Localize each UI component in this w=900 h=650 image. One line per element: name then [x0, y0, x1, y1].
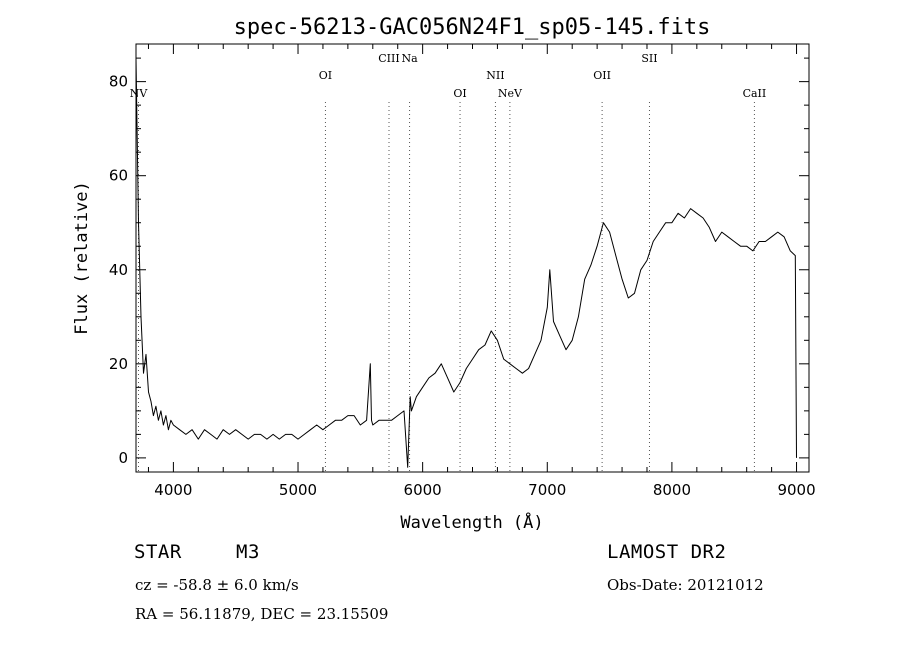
chart-title: spec-56213-GAC056N24F1_sp05-145.fits	[234, 15, 711, 40]
redshift-cz: cz = -58.8 ± 6.0 km/s	[135, 576, 299, 594]
emission-line-label: CIII	[378, 52, 399, 65]
observation-date: Obs-Date: 20121012	[607, 576, 764, 594]
x-tick-label: 8000	[653, 481, 691, 499]
plot-frame	[135, 43, 810, 473]
ra-dec-coordinates: RA = 56.11879, DEC = 23.15509	[135, 605, 389, 623]
x-tick-label: 7000	[528, 481, 566, 499]
emission-line-label: OI	[453, 87, 466, 100]
y-tick-label: 60	[109, 167, 128, 185]
emission-line-label: NII	[486, 69, 504, 82]
emission-line-label: SII	[641, 52, 657, 65]
emission-line-label: NeV	[498, 87, 523, 100]
x-tick-label: 6000	[404, 481, 442, 499]
y-tick-label: 0	[118, 449, 128, 467]
axis-ticks-layer: 4000 5000 6000 7000 8000 9000 0 20 40 60 80	[109, 44, 816, 499]
object-subclass: M3	[236, 541, 260, 563]
y-tick-label: 20	[109, 355, 128, 373]
y-tick-label: 40	[109, 261, 128, 279]
y-tick-label: 80	[109, 73, 128, 91]
x-tick-label: 4000	[154, 481, 192, 499]
x-tick-label: 5000	[279, 481, 317, 499]
y-axis-label: Flux (relative)	[72, 181, 92, 335]
emission-line-label: Na	[401, 52, 418, 65]
survey-name: LAMOST DR2	[607, 541, 727, 563]
emission-line-label: NV	[130, 87, 149, 100]
emission-line-label: OI	[319, 69, 332, 82]
x-axis-label: Wavelength (Å)	[400, 511, 543, 533]
emission-lines-layer: NV OI CIII Na OI NII NeV OII SII CaII	[130, 52, 767, 472]
emission-line-label: OII	[593, 69, 611, 82]
spectrum-series-line	[135, 58, 797, 468]
x-tick-label: 9000	[777, 481, 815, 499]
series-layer	[135, 58, 797, 468]
object-class: STAR	[134, 541, 182, 563]
emission-line-label: CaII	[743, 87, 767, 100]
